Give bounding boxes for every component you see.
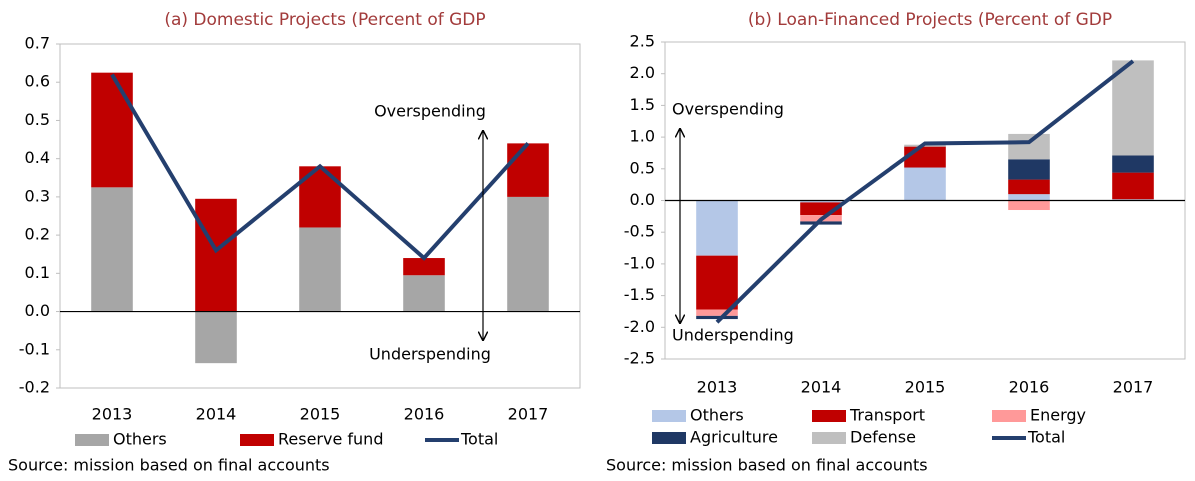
x-tick-label: 2017 <box>508 405 549 424</box>
source: Source: mission based on final accounts <box>606 456 928 475</box>
legend-label: Energy <box>1030 406 1086 425</box>
y-tick-label: 1.5 <box>630 95 655 114</box>
y-tick-label: 0.6 <box>25 72 50 91</box>
x-tick-label: 2014 <box>196 405 237 424</box>
bar <box>1112 155 1154 173</box>
bar <box>696 309 738 316</box>
y-tick-label: -2.0 <box>624 317 655 336</box>
bar <box>1112 199 1154 201</box>
annotation: Underspending <box>672 326 794 345</box>
legend-swatch <box>812 432 846 444</box>
bar <box>403 275 445 312</box>
total-line <box>110 73 530 261</box>
legend-label: Reserve fund <box>278 430 383 449</box>
legend-label: Others <box>690 406 744 425</box>
bar <box>1008 179 1050 195</box>
x-tick-label: 2015 <box>300 405 341 424</box>
bar <box>1112 172 1154 200</box>
y-tick-label: 2.5 <box>630 32 655 51</box>
annotation: Overspending <box>374 102 486 121</box>
y-tick-label: -0.1 <box>19 339 50 358</box>
x-tick-label: 2015 <box>905 378 946 397</box>
bar <box>403 258 445 276</box>
bar <box>904 146 946 168</box>
source: Source: mission based on final accounts <box>8 456 330 475</box>
bar <box>800 221 842 225</box>
x-tick-label: 2016 <box>404 405 445 424</box>
legend-swatch <box>652 410 686 422</box>
y-tick-label: 0.4 <box>25 148 50 167</box>
y-tick-label: 0.2 <box>25 225 50 244</box>
y-tick-label: 0.7 <box>25 34 50 53</box>
bar <box>696 255 738 310</box>
x-tick-label: 2014 <box>801 378 842 397</box>
legend-label: Defense <box>850 428 916 447</box>
annotation: Overspending <box>672 100 784 119</box>
y-tick-label: -0.5 <box>624 222 655 241</box>
legend-label: Transport <box>849 406 925 425</box>
bar <box>1008 133 1050 160</box>
y-tick-label: -2.5 <box>624 349 655 368</box>
bar <box>91 72 133 188</box>
plot-frame <box>59 43 581 389</box>
y-tick-label: 1.0 <box>630 127 655 146</box>
bar <box>696 200 738 256</box>
bar <box>904 167 946 201</box>
y-tick-label: 2.0 <box>630 63 655 82</box>
bar <box>91 187 133 312</box>
legend-label: Total <box>460 430 498 449</box>
legend-swatch <box>812 410 846 422</box>
total-line <box>715 59 1135 324</box>
bar <box>800 200 842 203</box>
bar <box>299 166 341 228</box>
legend-swatch <box>240 434 274 446</box>
chart-title: (a) Domestic Projects (Percent of GDP <box>164 10 485 30</box>
y-tick-label: -0.2 <box>19 378 50 397</box>
y-tick-label: 0.3 <box>25 186 50 205</box>
legend-swatch <box>652 432 686 444</box>
y-tick-label: 0.0 <box>25 301 50 320</box>
bar <box>195 311 237 364</box>
legend-swatch <box>992 410 1026 422</box>
x-tick-label: 2013 <box>697 378 738 397</box>
y-tick-label: 0.5 <box>630 158 655 177</box>
bar <box>1008 200 1050 211</box>
y-tick-label: 0.0 <box>630 190 655 209</box>
y-tick-label: -1.0 <box>624 253 655 272</box>
x-tick-label: 2013 <box>92 405 133 424</box>
y-tick-label: 0.5 <box>25 110 50 129</box>
bar <box>1008 159 1050 180</box>
x-tick-label: 2016 <box>1009 378 1050 397</box>
y-tick-label: -1.5 <box>624 285 655 304</box>
bar <box>507 143 549 197</box>
bar <box>1008 194 1050 201</box>
bar <box>299 227 341 312</box>
annotation: Underspending <box>369 345 491 364</box>
bar <box>507 196 549 312</box>
legend-label: Agriculture <box>690 428 778 447</box>
bar <box>1112 60 1154 156</box>
legend-swatch <box>75 434 109 446</box>
legend-label: Total <box>1027 428 1065 447</box>
x-tick-label: 2017 <box>1113 378 1154 397</box>
bar <box>696 315 738 320</box>
y-tick-label: 0.1 <box>25 263 50 282</box>
bar <box>195 198 237 312</box>
chart-title: (b) Loan-Financed Projects (Percent of G… <box>748 10 1112 30</box>
legend-label: Others <box>113 430 167 449</box>
